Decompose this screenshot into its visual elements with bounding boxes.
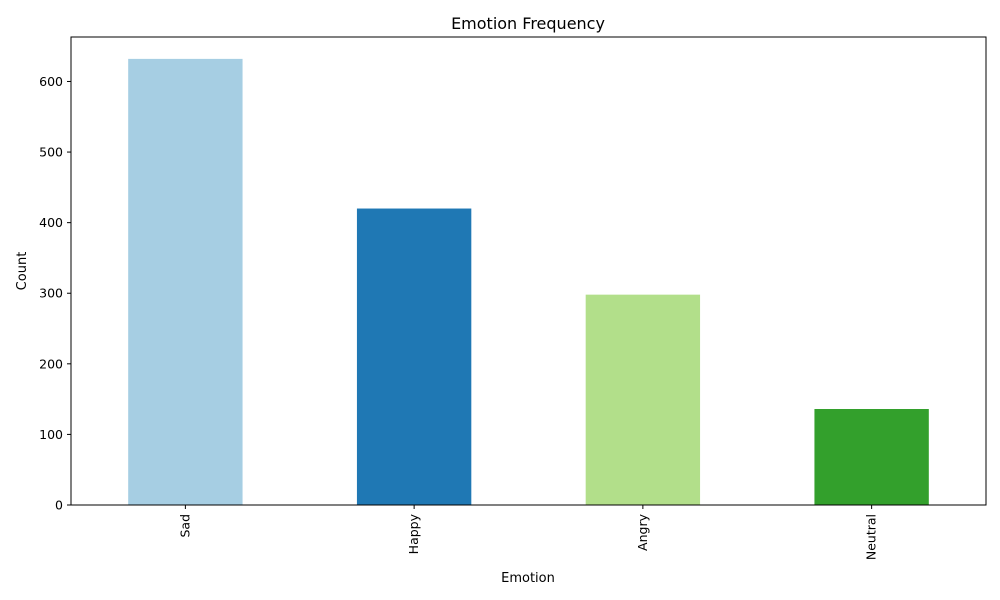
x-axis-ticks: Sad Happy Angry Neutral (177, 505, 879, 560)
plot-frame (70, 36, 987, 506)
bar-angry (585, 294, 701, 505)
y-axis-label: Count (15, 252, 30, 291)
chart-title: Emotion Frequency (451, 14, 605, 33)
y-tick-label: 300 (39, 286, 63, 301)
x-axis-label: Emotion (501, 571, 555, 586)
bar-neutral (814, 409, 929, 505)
y-tick-label: 600 (39, 74, 63, 89)
y-tick-label: 0 (55, 498, 63, 513)
y-tick-label: 500 (39, 145, 63, 160)
bars-group (128, 58, 929, 505)
x-tick-label: Happy (406, 513, 421, 554)
y-tick-label: 400 (39, 215, 63, 230)
bar-happy (356, 208, 472, 505)
x-tick-label: Angry (635, 513, 650, 551)
x-tick-label: Neutral (864, 514, 879, 560)
x-tick-label: Sad (177, 514, 192, 538)
y-tick-label: 100 (39, 427, 63, 442)
y-tick-label: 200 (39, 356, 63, 371)
bar-sad (128, 58, 243, 505)
y-axis-ticks: 0 100 200 300 400 500 600 (39, 74, 71, 513)
